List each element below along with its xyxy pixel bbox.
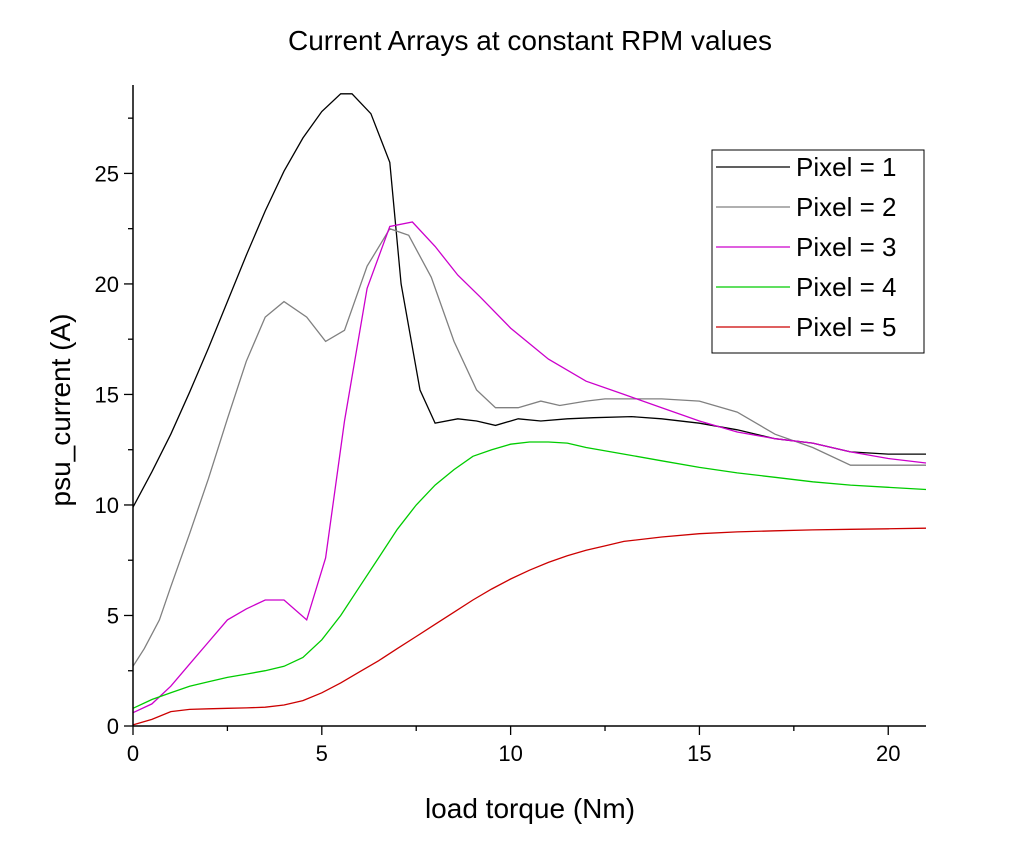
y-tick-label: 20 (95, 272, 119, 297)
series-line-3 (132, 221, 927, 714)
chart-title: Current Arrays at constant RPM values (288, 25, 772, 56)
x-tick-label: 10 (498, 741, 522, 766)
series-line-5 (132, 527, 927, 726)
y-tick-label: 25 (95, 161, 119, 186)
x-tick-label: 15 (687, 741, 711, 766)
legend-box (711, 149, 925, 354)
x-tick-label: 0 (127, 741, 139, 766)
y-tick-label: 0 (107, 714, 119, 739)
plot-area: 0 5 10 15 20 0 5 10 15 20 25 (95, 85, 927, 766)
series-line-4 (132, 441, 927, 709)
y-tick-label: 15 (95, 382, 119, 407)
x-axis-label: load torque (Nm) (425, 793, 635, 824)
legend-label-2: Pixel = 2 (796, 192, 896, 222)
x-tick-label: 5 (316, 741, 328, 766)
legend-label-1: Pixel = 1 (796, 152, 896, 182)
y-tick-label: 10 (95, 493, 119, 518)
legend-label-5: Pixel = 5 (796, 312, 896, 342)
y-axis-label: psu_current (A) (45, 314, 76, 507)
legend: Pixel = 1 Pixel = 2 Pixel = 3 Pixel = 4 Pixe… (711, 149, 925, 354)
legend-label-4: Pixel = 4 (796, 272, 896, 302)
legend-label-3: Pixel = 3 (796, 232, 896, 262)
ticks: 0 5 10 15 20 0 5 10 15 20 25 (95, 117, 900, 766)
series-line-2 (132, 227, 926, 667)
y-tick-label: 5 (107, 603, 119, 628)
series-layer (132, 93, 927, 726)
x-tick-label: 20 (876, 741, 900, 766)
